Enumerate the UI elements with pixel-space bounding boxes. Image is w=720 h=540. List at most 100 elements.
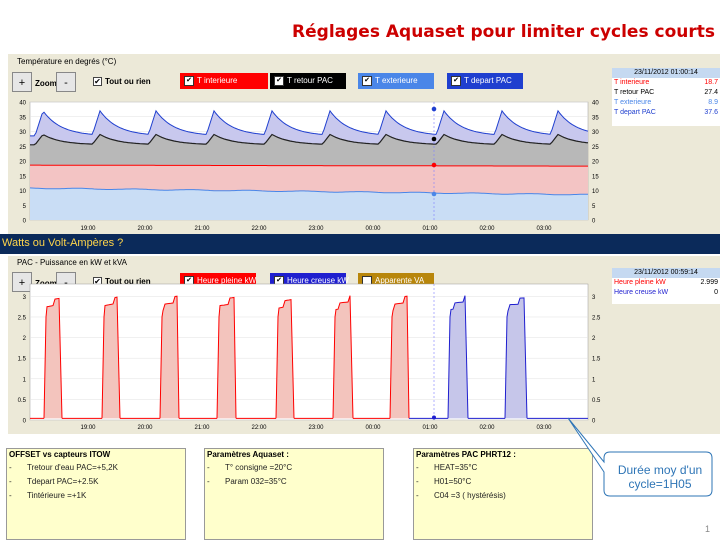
y-tick-label: 1 <box>592 377 596 383</box>
x-tick-label: 21:00 <box>194 226 210 232</box>
y-tick-label: 10 <box>592 189 599 195</box>
legend-label: Apparente VA <box>375 276 425 285</box>
tout-ou-rien-checkbox[interactable]: ✔ <box>93 77 102 86</box>
power-pulse-area <box>102 297 120 419</box>
power-pulse-area <box>448 295 468 419</box>
tout-ou-rien-label: Tout ou rien <box>105 77 151 86</box>
readout-row: Heure creuse kW 0 <box>612 288 720 298</box>
y-tick-label: 1.5 <box>18 357 27 363</box>
power-pulse-area <box>217 297 236 419</box>
list-item: - H01=50°C <box>416 477 472 486</box>
y-tick-label: 25 <box>592 145 599 151</box>
readout-value: 0 <box>714 289 718 296</box>
y-tick-label: 30 <box>19 130 26 136</box>
cursor-dot-t-depart <box>431 106 437 112</box>
box-title: Paramètres PAC PHRT12 : <box>416 450 516 459</box>
y-tick-label: 0 <box>592 219 596 225</box>
power-pulse-area <box>505 297 527 419</box>
y-tick-label: 3 <box>592 295 596 301</box>
readout-label: T retour PAC <box>614 89 655 96</box>
x-tick-label: 21:00 <box>194 425 210 431</box>
pac-params-box: Paramètres PAC PHRT12 : - HEAT=35°C - H01=… <box>413 448 593 540</box>
y-tick-label: 5 <box>23 204 27 210</box>
legend-label: T retour PAC <box>287 76 333 85</box>
power-pulse-line <box>389 295 410 419</box>
power-pulse-line <box>216 296 237 419</box>
y-tick-label: 2 <box>23 336 27 342</box>
x-tick-label: 19:00 <box>80 425 96 431</box>
legend-t-depart-pac[interactable]: ✔ T depart PAC <box>447 73 523 89</box>
legend-t-retour-pac[interactable]: ✔ T retour PAC <box>270 73 346 89</box>
slide-title: Réglages Aquaset pour limiter cycles cou… <box>292 22 715 42</box>
legend-t-exterieure[interactable]: ✔ T exterieure <box>358 73 434 89</box>
zoom-in-button[interactable]: + <box>12 272 32 292</box>
legend-t-interieure[interactable]: ✔ T interieure <box>180 73 268 89</box>
readout-row: T interieure 18.7 <box>612 78 720 88</box>
readout-value: 37.6 <box>704 109 718 116</box>
x-tick-label: 01:00 <box>422 226 438 232</box>
units-band: Watts ou Volt-Ampères ? <box>0 234 720 254</box>
readout-value: 8.9 <box>708 99 718 106</box>
list-item: - Tintérieure =+1K <box>9 491 87 500</box>
legend-label: Heure creuse kW <box>287 276 349 285</box>
aquaset-params-box: Paramètres Aquaset : - T° consigne =20°C … <box>204 448 384 540</box>
y-tick-label: 1 <box>23 377 27 383</box>
readout-value: 2.999 <box>700 279 718 286</box>
y-tick-label: 0.5 <box>18 398 27 404</box>
power-pulse-line <box>447 295 469 419</box>
zoom-label: Zoom <box>35 279 57 288</box>
power-pulse-area <box>333 295 353 419</box>
legend-label: T interieure <box>197 76 238 85</box>
check-icon: ✔ <box>184 75 194 86</box>
cursor-dot-heure-creuse <box>432 415 436 420</box>
y-tick-label: 0 <box>23 219 27 225</box>
cycle-callout <box>567 417 713 497</box>
x-tick-label: 23:00 <box>308 226 324 232</box>
power-pulse-area <box>390 296 409 419</box>
power-pulse-area <box>160 296 179 419</box>
readout-label: Heure pleine kW <box>614 279 666 286</box>
box-title: Paramètres Aquaset : <box>207 450 289 459</box>
check-icon: ✔ <box>362 75 372 86</box>
list-item-text: H01=50°C <box>434 477 472 486</box>
y-tick-label: 0 <box>592 419 596 425</box>
temperature-readout: 23/11/2012 01:00:14 T interieure 18.7 T r… <box>612 68 720 126</box>
list-item-text: Tretour d'eau PAC=+5,2K <box>27 463 118 472</box>
legend-label: T depart PAC <box>464 76 512 85</box>
zoom-out-button[interactable]: - <box>56 72 76 92</box>
temperature-chart: 40 35 30 25 20 15 10 5 0 40 35 30 25 20 15 10 5 0 19:00 20:… <box>19 101 599 233</box>
y-tick-label: 35 <box>19 115 26 121</box>
power-pulse-line <box>43 297 63 419</box>
y-tick-label: 40 <box>19 101 26 107</box>
cursor-dot-t-interieure <box>431 162 437 168</box>
x-tick-label: 01:00 <box>422 425 438 431</box>
power-pulse-line <box>275 298 295 419</box>
readout-value: 18.7 <box>704 79 718 86</box>
zoom-in-button[interactable]: + <box>12 72 32 92</box>
y-tick-label: 1.5 <box>592 357 601 363</box>
list-item: - HEAT=35°C <box>416 463 478 472</box>
list-item: - Tretour d'eau PAC=+5,2K <box>9 463 118 472</box>
power-pulse-line <box>332 295 354 419</box>
y-tick-label: 35 <box>592 115 599 121</box>
readout-label: T interieure <box>614 79 650 86</box>
x-tick-label: 00:00 <box>365 226 381 232</box>
box-title: OFFSET vs capteurs ITOW <box>9 450 111 459</box>
y-tick-label: 0.5 <box>592 398 601 404</box>
readout-timestamp: 23/11/2012 01:00:14 <box>612 68 720 78</box>
power-pulse-line <box>504 297 528 419</box>
list-item-text: HEAT=35°C <box>434 463 478 472</box>
x-tick-label: 19:00 <box>80 226 96 232</box>
cycle-duration-note: Durée moy d'un cycle=1H05 <box>617 463 703 491</box>
x-tick-label: 22:00 <box>251 425 267 431</box>
check-icon: ✔ <box>451 75 461 86</box>
readout-label: T depart PAC <box>614 109 656 116</box>
list-item: - T° consigne =20°C <box>207 463 293 472</box>
power-panel-title: PAC - Puissance en kW et kVA <box>17 258 127 267</box>
readout-timestamp: 23/11/2012 00:59:14 <box>612 268 720 278</box>
y-tick-label: 2 <box>592 336 596 342</box>
legend-label: T exterieure <box>375 76 418 85</box>
list-item-text: Tdepart PAC=+2.5K <box>27 477 99 486</box>
temperature-panel-title: Température en degrés (°C) <box>17 57 117 66</box>
x-tick-label: 00:00 <box>365 425 381 431</box>
